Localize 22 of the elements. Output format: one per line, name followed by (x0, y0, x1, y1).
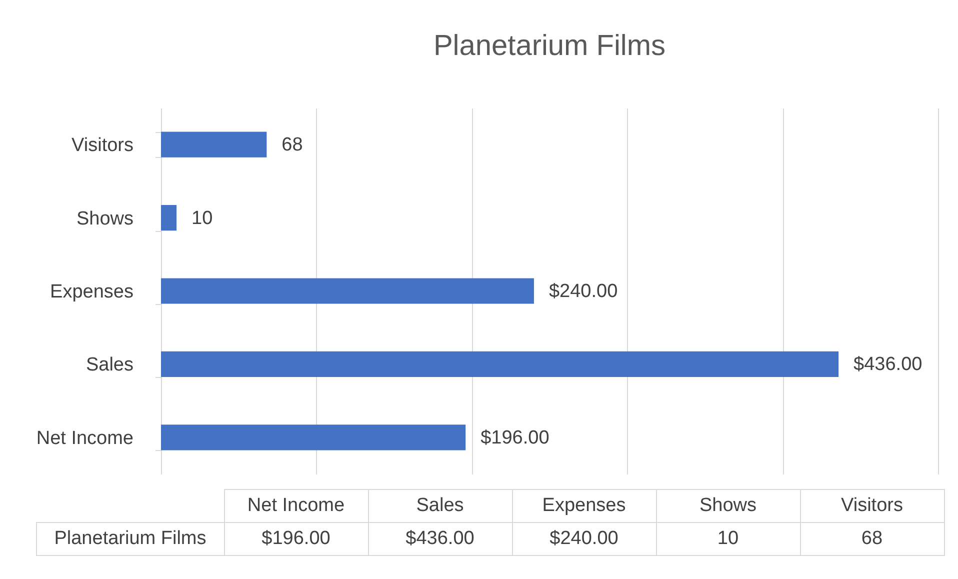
data-label: $196.00 (480, 427, 550, 448)
data-label: $240.00 (548, 281, 618, 302)
y-tick-label: Sales (86, 354, 134, 376)
chart-title: Planetarium Films (433, 30, 666, 62)
text: 10 (717, 528, 739, 549)
data-label: 68 (282, 134, 303, 156)
text: 68 (861, 528, 883, 549)
data-label: $436.00 (854, 354, 922, 376)
text: $436.00 (406, 528, 474, 549)
data-label: 10 (192, 208, 213, 229)
category-label: Sales (416, 495, 464, 516)
category-label: Net Income (247, 495, 345, 516)
category-label: Expenses (542, 495, 626, 516)
text: $240.00 (550, 528, 618, 549)
text: $196.00 (262, 528, 330, 549)
y-tick-label: Net Income (36, 428, 134, 449)
text: Planetarium Films (36, 522, 224, 556)
category-label: Visitors (841, 495, 903, 516)
category-label: Shows (699, 495, 757, 516)
y-tick-label: Visitors (72, 135, 134, 156)
y-tick-label: Expenses (50, 282, 134, 302)
y-tick-label: Shows (76, 208, 134, 230)
